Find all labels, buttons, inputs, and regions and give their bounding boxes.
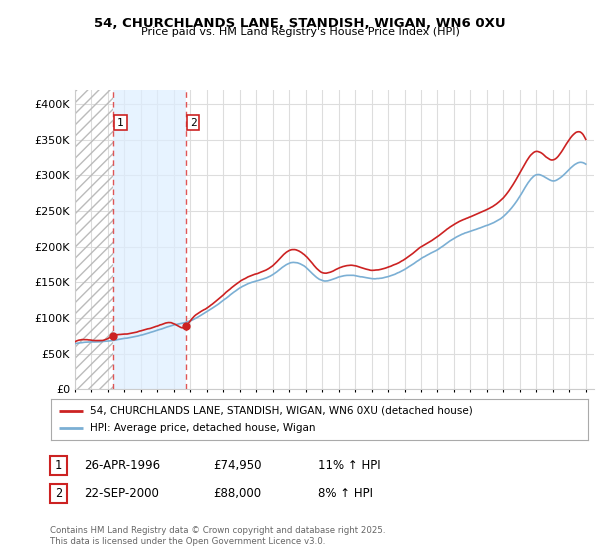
Text: 22-SEP-2000: 22-SEP-2000	[84, 487, 159, 501]
Text: 1: 1	[117, 118, 124, 128]
Text: 2: 2	[190, 118, 197, 128]
Text: 1: 1	[55, 459, 62, 473]
Text: 11% ↑ HPI: 11% ↑ HPI	[318, 459, 380, 473]
Text: £88,000: £88,000	[213, 487, 261, 501]
Text: 54, CHURCHLANDS LANE, STANDISH, WIGAN, WN6 0XU (detached house): 54, CHURCHLANDS LANE, STANDISH, WIGAN, W…	[89, 405, 472, 416]
Text: Contains HM Land Registry data © Crown copyright and database right 2025.
This d: Contains HM Land Registry data © Crown c…	[50, 526, 385, 546]
Text: 26-APR-1996: 26-APR-1996	[84, 459, 160, 473]
Text: £74,950: £74,950	[213, 459, 262, 473]
Text: 54, CHURCHLANDS LANE, STANDISH, WIGAN, WN6 0XU: 54, CHURCHLANDS LANE, STANDISH, WIGAN, W…	[94, 17, 506, 30]
Text: HPI: Average price, detached house, Wigan: HPI: Average price, detached house, Wiga…	[89, 423, 315, 433]
Bar	[75, 90, 113, 389]
Text: Price paid vs. HM Land Registry's House Price Index (HPI): Price paid vs. HM Land Registry's House …	[140, 27, 460, 37]
Text: 2: 2	[55, 487, 62, 501]
Bar	[113, 90, 186, 389]
Text: 8% ↑ HPI: 8% ↑ HPI	[318, 487, 373, 501]
